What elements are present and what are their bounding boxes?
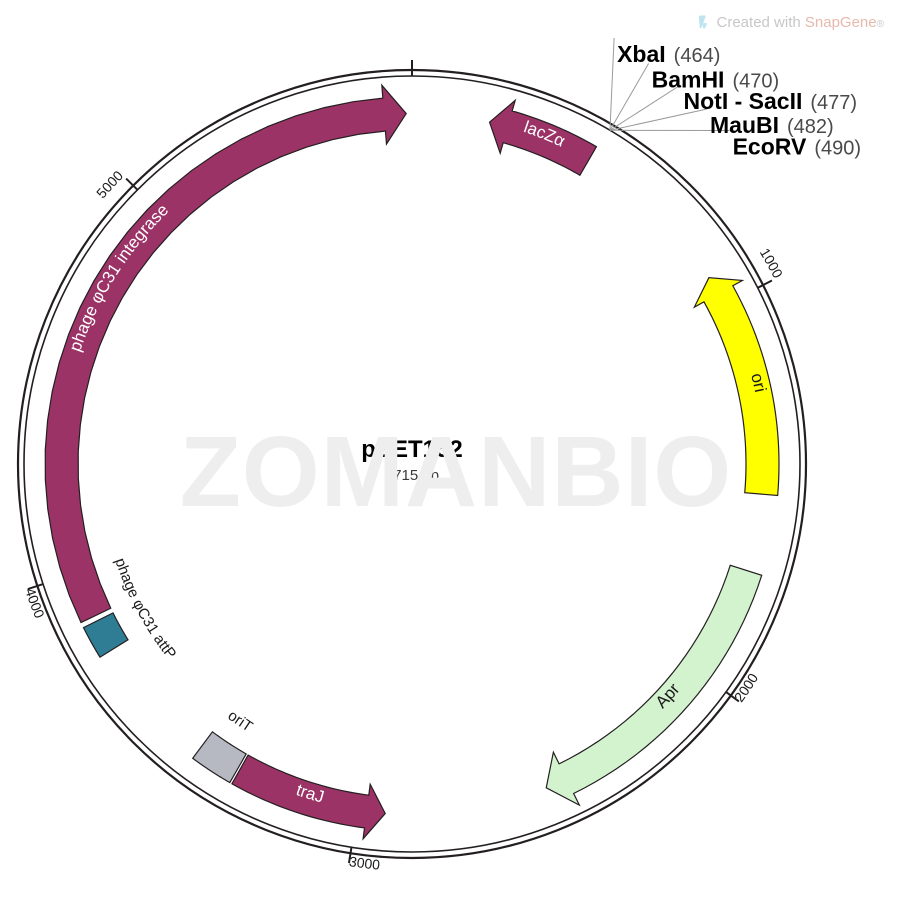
- svg-text:XbaI(464): XbaI (464): [617, 41, 720, 67]
- svg-text:phage φC31 integrase: phage φC31 integrase: [65, 200, 172, 354]
- svg-text:phage φC31 attP: phage φC31 attP: [111, 556, 179, 662]
- svg-text:EcoRV(490): EcoRV (490): [733, 134, 861, 160]
- svg-text:NotI - SacII(477): NotI - SacII (477): [684, 88, 858, 114]
- svg-text:5000: 5000: [93, 167, 126, 201]
- svg-text:1000: 1000: [757, 245, 786, 280]
- svg-text:oriT: oriT: [225, 707, 256, 735]
